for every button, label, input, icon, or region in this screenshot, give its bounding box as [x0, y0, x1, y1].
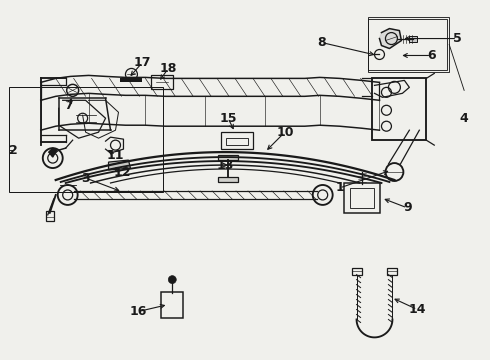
Bar [409, 36, 417, 41]
Text: 4: 4 [460, 112, 468, 125]
Text: 16: 16 [130, 305, 147, 318]
Text: 8: 8 [318, 36, 326, 49]
Text: 7: 7 [64, 99, 73, 112]
Text: 11: 11 [107, 149, 124, 162]
Bar [388, 268, 397, 275]
Text: 18: 18 [160, 62, 177, 75]
Bar [218, 155, 238, 160]
Polygon shape [49, 148, 57, 157]
Polygon shape [108, 160, 130, 170]
Bar [368, 19, 447, 71]
Text: 15: 15 [220, 112, 237, 125]
Text: 1: 1 [335, 181, 344, 194]
Bar [352, 268, 362, 275]
Text: 9: 9 [403, 201, 412, 215]
Bar [9, 87, 163, 192]
Text: 6: 6 [427, 49, 436, 62]
Text: 2: 2 [8, 144, 17, 157]
Text: 14: 14 [409, 303, 426, 316]
Circle shape [168, 276, 176, 284]
Bar [371, 78, 426, 140]
Text: 10: 10 [276, 126, 294, 139]
Text: 17: 17 [134, 56, 151, 69]
Bar [218, 177, 238, 182]
Text: 13: 13 [217, 158, 234, 172]
Bar [46, 211, 54, 221]
Bar [368, 17, 449, 72]
Text: 5: 5 [453, 32, 462, 45]
Bar [121, 78, 143, 82]
Polygon shape [379, 28, 401, 49]
Text: 3: 3 [81, 171, 90, 185]
Text: 12: 12 [114, 166, 131, 179]
